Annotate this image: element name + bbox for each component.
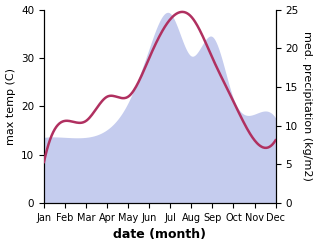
X-axis label: date (month): date (month) [113,228,206,242]
Y-axis label: med. precipitation (kg/m2): med. precipitation (kg/m2) [302,31,313,181]
Y-axis label: max temp (C): max temp (C) [5,68,16,145]
